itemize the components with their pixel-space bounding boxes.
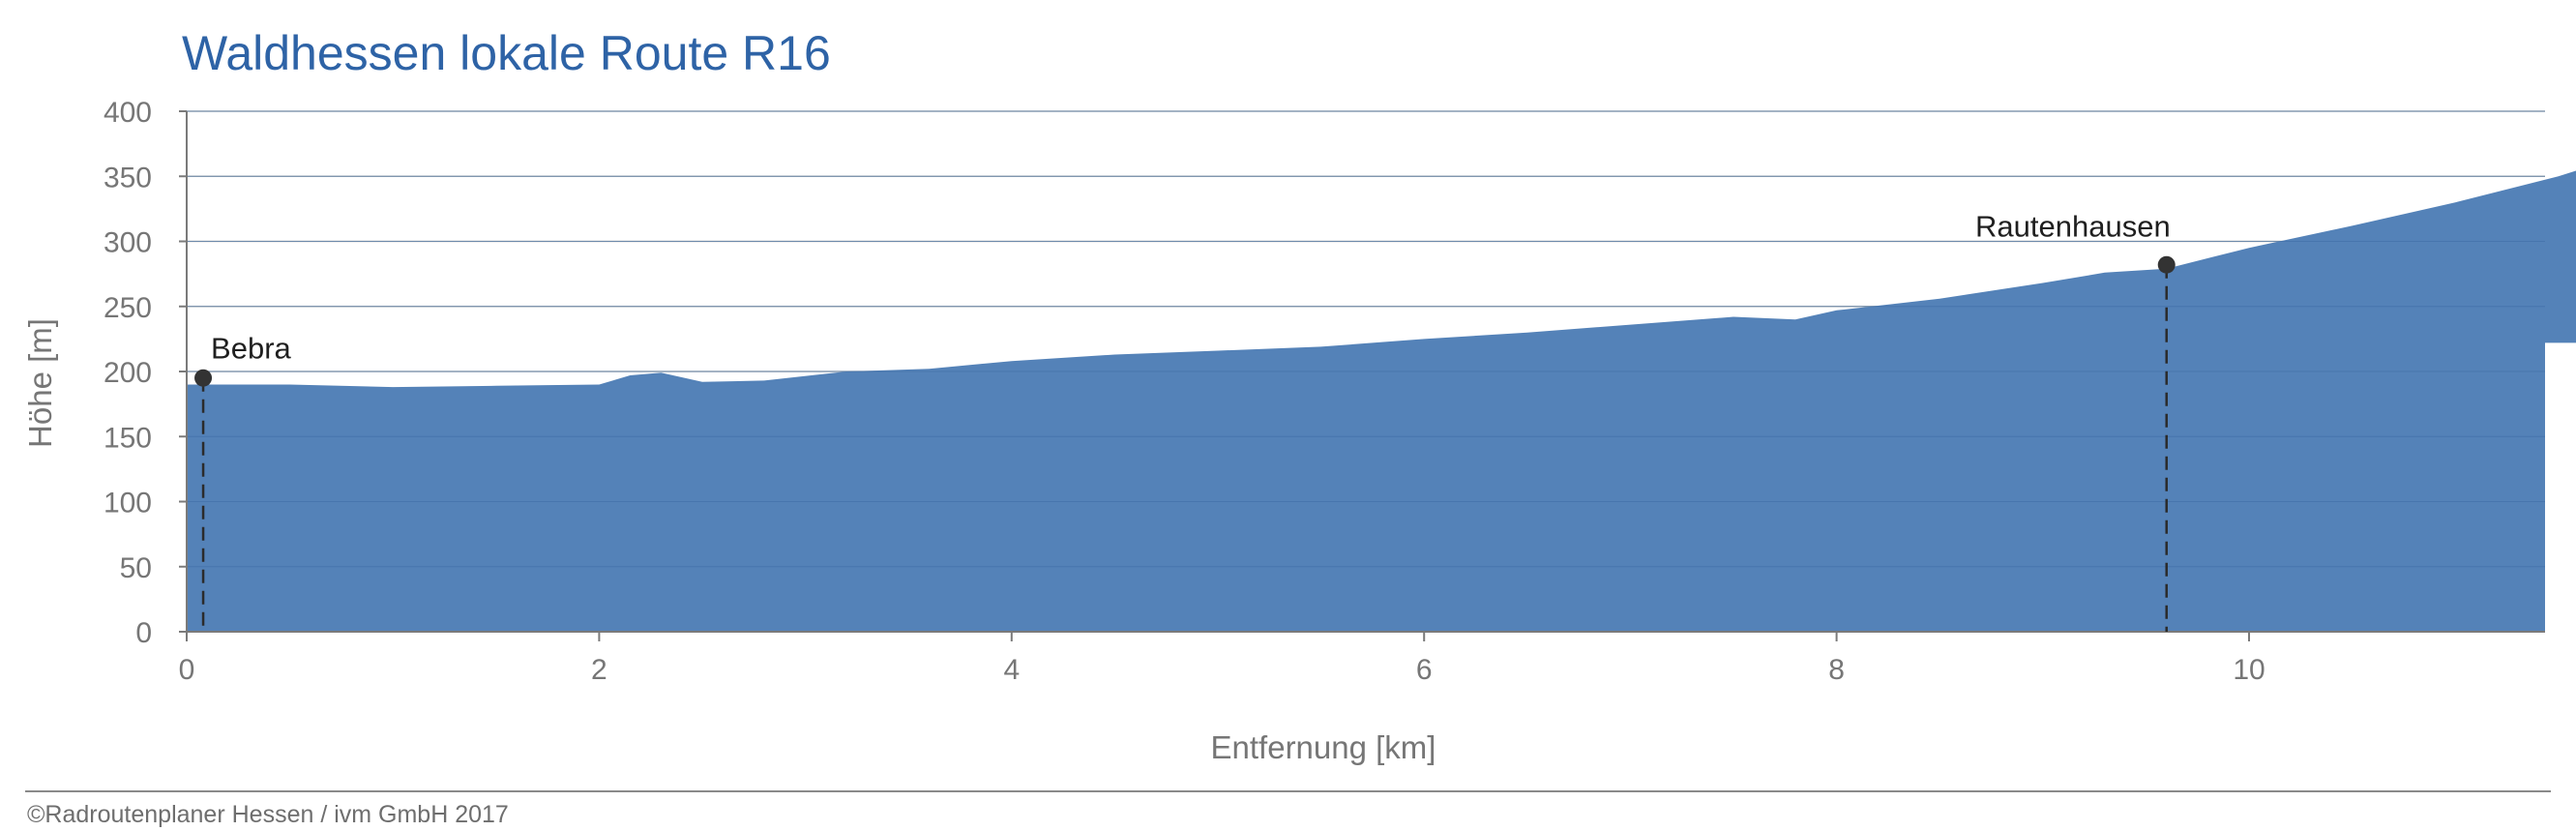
location-markers: BebraRautenhausenCornbergSontra	[194, 210, 2176, 632]
y-tick-label: 50	[120, 552, 152, 584]
x-tick-label: 10	[2233, 654, 2265, 686]
marker-label: Rautenhausen	[1975, 210, 2171, 244]
x-tick-label: 4	[1003, 654, 1020, 686]
marker-dot	[2157, 255, 2176, 274]
y-tick-label: 350	[104, 162, 152, 193]
marker-label: Bebra	[211, 332, 291, 366]
y-tick-label: 400	[104, 97, 152, 129]
x-axis-label: Entfernung [km]	[1211, 729, 1436, 765]
x-axis: 0246810121416182022	[179, 631, 2545, 686]
footer-credit: ©Radroutenplaner Hessen / ivm GmbH 2017	[27, 801, 509, 828]
y-axis: 0 50 100 150 200 250 300 350 400	[104, 97, 188, 649]
x-tick-label: 6	[1416, 654, 1433, 686]
chart-title: Waldhessen lokale Route R16	[182, 26, 831, 80]
y-tick-label: 100	[104, 488, 152, 519]
y-tick-label: 200	[104, 357, 152, 389]
elevation-area	[187, 170, 2576, 632]
marker-dot	[194, 369, 213, 387]
x-tick-label: 8	[1828, 654, 1845, 686]
y-tick-label: 150	[104, 422, 152, 454]
x-tick-label: 2	[591, 654, 607, 686]
y-tick-label: 300	[104, 227, 152, 259]
y-tick-label: 0	[135, 617, 152, 649]
x-tick-label: 0	[179, 654, 195, 686]
y-tick-label: 250	[104, 292, 152, 324]
y-axis-label: Höhe [m]	[22, 318, 58, 448]
